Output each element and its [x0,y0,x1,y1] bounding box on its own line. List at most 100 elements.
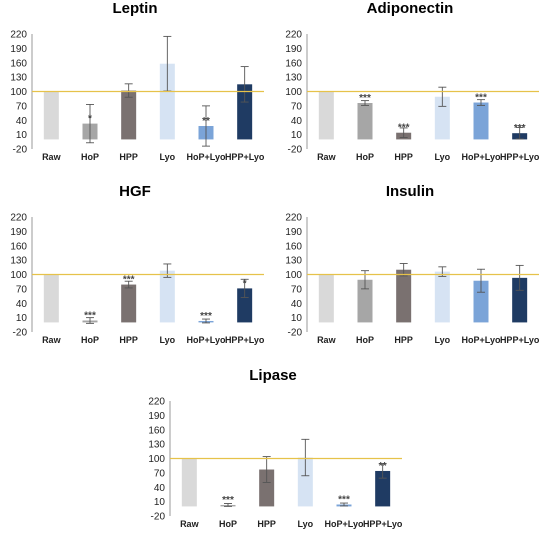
significance-marker: *** [398,123,410,134]
significance-marker: *** [359,93,371,104]
bar-lyo [159,270,175,323]
bar-hpp-plus-lyo [237,288,253,323]
significance-marker: *** [475,93,487,104]
error-bar-hop [361,100,369,106]
x-category-label: Raw [317,335,337,345]
y-tick-label: 160 [285,241,302,252]
x-category-label: Raw [42,152,62,162]
x-category-label: HPP+Lyo [500,335,540,345]
y-tick-label: 190 [148,411,165,422]
x-category-label: HoP+Lyo [462,335,501,345]
y-tick-label: 100 [285,270,302,281]
x-category-label: HPP [257,519,276,529]
significance-marker: *** [84,311,96,322]
error-bar-hop-plus-lyo [477,99,485,106]
error-bar-hpp-plus-lyo [515,264,524,291]
y-tick-label: 190 [10,44,27,55]
y-tick-label: -20 [288,328,303,339]
error-bar-hop-plus-lyo [477,268,485,293]
chart-panel-hgf: HGF -20 10 40 70 100 130 160 190 220 Raw *** HoP ***… [0,183,270,353]
y-tick-label: 130 [285,256,302,267]
chart-panel-insulin: Insulin -20 10 40 70 100 130 160 190 220 Raw HoP HP… [275,183,545,353]
significance-marker: *** [123,275,135,286]
y-tick-label: 70 [154,468,166,479]
error-bar-hpp [124,280,133,289]
bar-hop [357,279,373,323]
bar-chart-insulin: -20 10 40 70 100 130 160 190 220 Raw HoP HPP Lyo HoP+… [285,213,540,346]
significance-marker: ** [379,461,387,472]
x-category-label: HPP+Lyo [225,335,265,345]
x-category-label: HPP [394,335,413,345]
chart-title: Adiponectin [366,0,454,17]
x-category-label: HoP [81,152,99,162]
y-tick-label: 10 [291,130,303,141]
y-tick-label: 10 [291,313,303,324]
x-category-label: Raw [317,152,337,162]
significance-marker: ** [202,116,210,127]
x-category-label: HoP [356,335,374,345]
bar-hpp [259,469,275,507]
x-category-label: Lyo [434,152,450,162]
error-bar-hpp [124,83,133,98]
error-bar-hpp-plus-lyo [240,278,249,298]
y-tick-label: 160 [10,58,27,69]
significance-marker: *** [514,123,526,134]
error-bar-hop-plus-lyo [202,318,210,324]
bar-hop-plus-lyo [473,102,489,140]
error-bar-hpp [262,456,271,483]
bar-hpp [396,269,412,323]
significance-marker: *** [200,311,212,322]
bar-raw [318,91,334,140]
chart-title: Insulin [385,183,435,200]
x-category-label: HPP+Lyo [363,519,403,529]
x-category-label: HPP [119,152,138,162]
x-category-label: HoP+Lyo [462,152,501,162]
y-tick-label: 100 [10,87,27,98]
y-tick-label: 10 [16,130,28,141]
chart-panel-adiponectin: Adiponectin -20 10 40 70 100 130 160 190 220 Raw *… [275,0,545,170]
y-tick-label: 100 [10,270,27,281]
bar-raw [318,274,334,323]
y-tick-label: 130 [10,256,27,267]
bar-chart-adiponectin: -20 10 40 70 100 130 160 190 220 Raw *** HoP *** HPP L… [285,30,540,163]
error-bar-hop [86,103,94,144]
x-category-label: HoP+Lyo [187,152,226,162]
y-tick-label: 220 [285,213,302,224]
x-category-label: Lyo [297,519,313,529]
significance-marker: *** [338,495,350,506]
error-bar-hop-plus-lyo [202,105,210,147]
y-tick-label: 70 [291,284,303,295]
x-category-label: Lyo [159,335,175,345]
bar-hop-plus-lyo [473,280,489,323]
y-tick-label: 100 [148,454,165,465]
error-bar-hop-plus-lyo [340,502,348,507]
y-tick-label: -20 [288,145,303,156]
error-bar-hop [224,503,232,507]
chart-grid: Leptin -20 10 40 70 100 130 160 190 220 Raw * HoP HP… [0,0,545,529]
bar-raw [43,274,59,323]
error-bar-lyo [301,438,310,477]
bar-lyo [434,96,450,140]
x-category-label: HoP+Lyo [325,519,364,529]
error-bar-hop [86,317,94,324]
error-bar-hop [361,270,369,290]
y-tick-label: 70 [16,101,28,112]
y-tick-label: 10 [154,497,166,508]
y-tick-label: 190 [10,227,27,238]
y-tick-label: 130 [10,73,27,84]
bar-chart-lipase: -20 10 40 70 100 130 160 190 220 Raw *** HoP HPP Lyo *… [148,397,403,530]
significance-marker: * [88,114,92,125]
y-tick-label: 190 [285,227,302,238]
y-tick-label: 190 [285,44,302,55]
y-tick-label: 70 [16,284,28,295]
significance-marker: *** [222,495,234,506]
x-category-label: HoP [81,335,99,345]
x-category-label: HPP+Lyo [500,152,540,162]
x-category-label: HoP [219,519,237,529]
chart-title: Leptin [112,0,158,17]
y-tick-label: -20 [151,512,166,523]
y-tick-label: 160 [10,241,27,252]
bar-lyo [434,271,450,323]
chart-title: HGF [119,183,151,200]
bar-hpp-plus-lyo [512,277,528,323]
